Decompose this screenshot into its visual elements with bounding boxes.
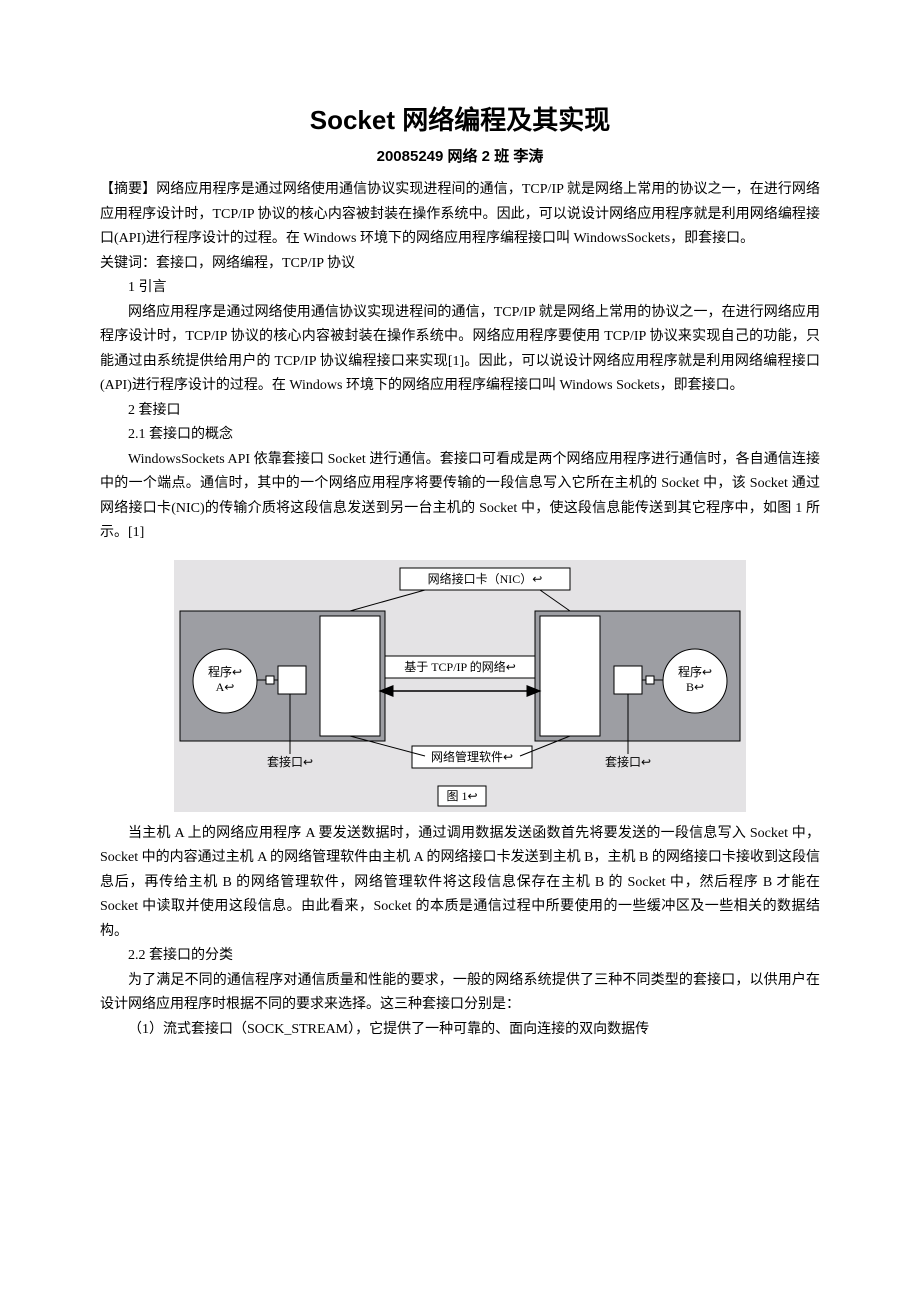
program-b-sub: B↩ xyxy=(686,680,704,694)
program-a-sub: A↩ xyxy=(216,680,235,694)
section-2-1-p1: WindowsSockets API 依靠套接口 Socket 进行通信。套接口… xyxy=(100,448,820,546)
section-2-2-heading: 2.2 套接口的分类 xyxy=(100,944,820,969)
abstract-para: 【摘要】网络应用程序是通过网络使用通信协议实现进程间的通信，TCP/IP 就是网… xyxy=(100,178,820,252)
fig-caption-text: 图 1↩ xyxy=(446,789,477,803)
mgr-label-text: 网络管理软件↩ xyxy=(431,749,513,764)
section-2-2-p1: 为了满足不同的通信程序对通信质量和性能的要求，一般的网络系统提供了三种不同类型的… xyxy=(100,969,820,1018)
section-1-body: 网络应用程序是通过网络使用通信协议实现进程间的通信，TCP/IP 就是网络上常用… xyxy=(100,301,820,399)
section-2-heading: 2 套接口 xyxy=(100,399,820,424)
nic-b-box xyxy=(540,616,600,736)
keywords-text: 套接口，网络编程，TCP/IP 协议 xyxy=(156,256,355,271)
network-label-text: 基于 TCP/IP 的网络↩ xyxy=(404,659,516,674)
section-1-heading: 1 引言 xyxy=(100,276,820,301)
conn-a-stub xyxy=(266,676,274,684)
figure-1-svg: 网络接口卡（NIC）↩ 程序↩ A↩ 程序↩ B↩ xyxy=(170,556,750,816)
keywords-label: 关键词： xyxy=(100,256,156,271)
nic-label-text: 网络接口卡（NIC）↩ xyxy=(428,571,543,586)
figure-1-container: 网络接口卡（NIC）↩ 程序↩ A↩ 程序↩ B↩ xyxy=(170,556,750,816)
document-title: Socket 网络编程及其实现 xyxy=(100,100,820,137)
section-2-1-p2: 当主机 A 上的网络应用程序 A 要发送数据时，通过调用数据发送函数首先将要发送… xyxy=(100,822,820,945)
abstract-label: 【摘要】 xyxy=(100,182,156,197)
keywords-para: 关键词：套接口，网络编程，TCP/IP 协议 xyxy=(100,252,820,277)
socket-a-box xyxy=(278,666,306,694)
socket-a-label: 套接口↩ xyxy=(267,754,313,769)
section-2-1-heading: 2.1 套接口的概念 xyxy=(100,423,820,448)
abstract-text: 网络应用程序是通过网络使用通信协议实现进程间的通信，TCP/IP 就是网络上常用… xyxy=(100,182,820,246)
document-subtitle: 20085249 网络 2 班 李涛 xyxy=(100,145,820,166)
program-b-label: 程序↩ xyxy=(678,664,712,679)
program-a-label: 程序↩ xyxy=(208,664,242,679)
socket-b-box xyxy=(614,666,642,694)
page-root: Socket 网络编程及其实现 20085249 网络 2 班 李涛 【摘要】网… xyxy=(0,0,920,1102)
section-2-2-p2: （1）流式套接口（SOCK_STREAM），它提供了一种可靠的、面向连接的双向数… xyxy=(100,1018,820,1043)
conn-b-stub xyxy=(646,676,654,684)
nic-a-box xyxy=(320,616,380,736)
socket-b-label: 套接口↩ xyxy=(605,754,651,769)
